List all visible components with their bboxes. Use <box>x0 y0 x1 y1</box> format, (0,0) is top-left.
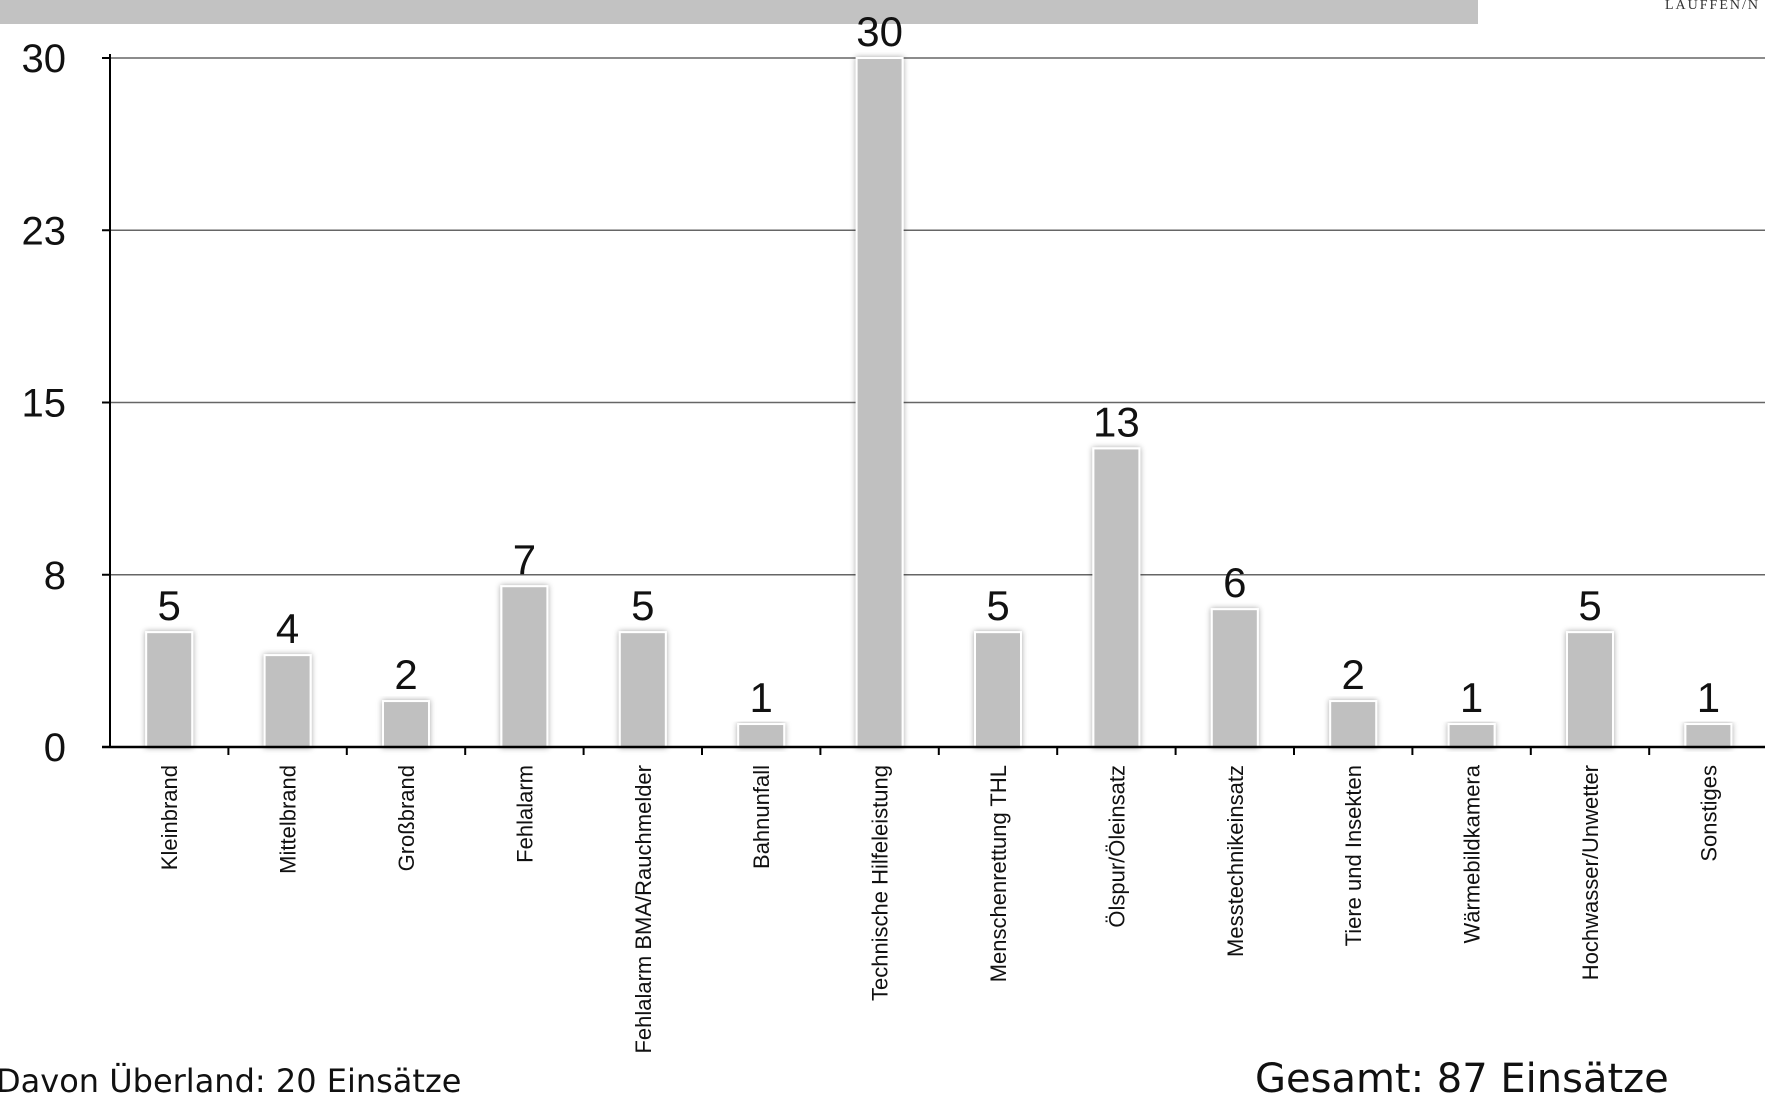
data-label: 5 <box>158 582 181 629</box>
y-tick-label: 8 <box>44 554 66 598</box>
total-note: Gesamt: 87 Einsätze <box>1255 1056 1669 1102</box>
x-tick-label: Sonstiges <box>1696 765 1721 862</box>
grid-lines <box>110 57 1765 576</box>
data-label: 2 <box>1342 651 1365 698</box>
bar <box>500 585 549 748</box>
x-tick-label: Ölspur/Öleinsatz <box>1104 765 1129 928</box>
y-tick-label: 15 <box>22 382 67 426</box>
x-tick-label: Kleinbrand <box>157 765 182 870</box>
y-tick-label: 23 <box>22 209 67 253</box>
data-label: 13 <box>1093 398 1140 445</box>
bar <box>737 723 786 748</box>
overland-note: Davon Überland: 20 Einsätze <box>0 1062 462 1100</box>
x-tick-label: Tiere und Insekten <box>1341 765 1366 946</box>
data-label: 7 <box>513 536 536 583</box>
header-bar <box>0 0 1478 24</box>
bar <box>1210 608 1259 749</box>
axes <box>102 54 1765 749</box>
bar <box>618 631 667 749</box>
data-label: 30 <box>856 8 903 55</box>
bar <box>145 631 194 749</box>
x-tick-label: Wärmebildkamera <box>1460 764 1485 943</box>
bar <box>1447 723 1496 748</box>
x-tick-label: Hochwasser/Unwetter <box>1578 765 1603 980</box>
bar <box>263 654 312 749</box>
data-label: 5 <box>1578 582 1601 629</box>
data-label: 2 <box>394 651 417 698</box>
x-tick-label: Bahnunfall <box>749 765 774 869</box>
x-tick-label: Technische Hilfeleistung <box>868 765 893 1001</box>
bar <box>1684 723 1733 748</box>
y-tick-label: 30 <box>22 37 67 81</box>
y-axis-ticks: 0 8 15 23 30 <box>22 37 110 770</box>
bar <box>855 57 904 748</box>
bar <box>1329 700 1378 748</box>
x-tick-label: Messtechnikeinsatz <box>1223 765 1248 957</box>
data-label: 4 <box>276 605 299 652</box>
data-label: 1 <box>1697 674 1720 721</box>
data-label: 1 <box>1460 674 1483 721</box>
bar <box>974 631 1022 749</box>
data-label: 5 <box>631 582 654 629</box>
x-tick-label: Menschenrettung THL <box>986 765 1011 982</box>
bars <box>145 57 1733 749</box>
x-tick-label: Großbrand <box>394 765 419 871</box>
bar <box>1092 447 1141 748</box>
x-tick-label: Fehlalarm <box>512 765 537 863</box>
data-label: 1 <box>750 674 773 721</box>
brand-logo-text: LAUFFEN/N <box>1665 0 1761 13</box>
x-axis-ticks: Kleinbrand Mittelbrand Großbrand Fehlalarm F… <box>157 747 1721 1054</box>
data-labels: 5 4 2 7 5 1 30 5 13 6 2 1 5 1 <box>158 8 1721 721</box>
x-tick-label: Fehlalarm BMA/Rauchmelder <box>631 765 656 1054</box>
bar <box>1566 631 1614 749</box>
data-label: 6 <box>1223 559 1246 606</box>
bar <box>382 700 430 748</box>
x-tick-label: Mittelbrand <box>276 765 301 874</box>
data-label: 5 <box>986 582 1009 629</box>
y-tick-label: 0 <box>44 726 66 770</box>
